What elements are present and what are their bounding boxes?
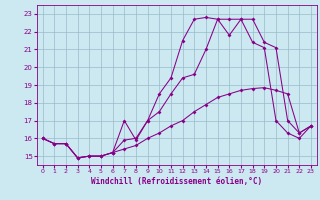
X-axis label: Windchill (Refroidissement éolien,°C): Windchill (Refroidissement éolien,°C) <box>91 177 262 186</box>
